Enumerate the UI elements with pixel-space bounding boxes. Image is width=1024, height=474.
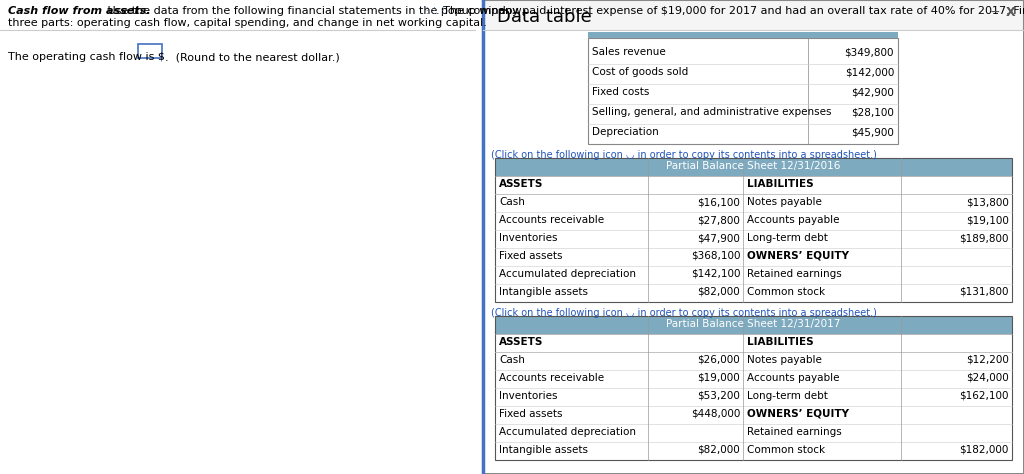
Text: Cost of goods sold: Cost of goods sold	[592, 67, 688, 77]
Text: ASSETS: ASSETS	[499, 179, 544, 189]
Text: Intangible assets: Intangible assets	[499, 445, 588, 455]
Bar	[495, 212, 1012, 230]
Text: (Click on the following icon ◡ in order to copy its contents into a spreadsheet.: (Click on the following icon ◡ in order …	[490, 308, 877, 318]
Bar	[495, 266, 1012, 284]
Text: Intangible assets: Intangible assets	[499, 287, 588, 297]
Text: Cash: Cash	[499, 197, 525, 207]
Text: −: −	[990, 6, 1000, 19]
Text: (Click on the following icon ◡ in order to copy its contents into a spreadsheet.: (Click on the following icon ◡ in order …	[490, 150, 877, 160]
Bar	[495, 158, 1012, 176]
Text: Fixed assets: Fixed assets	[499, 251, 562, 261]
Text: $368,100: $368,100	[690, 251, 740, 261]
Bar	[495, 442, 1012, 460]
Bar	[495, 334, 1012, 352]
Bar	[495, 284, 1012, 302]
Bar	[495, 316, 1012, 460]
Text: LIABILITIES: LIABILITIES	[748, 179, 814, 189]
Text: $189,800: $189,800	[959, 233, 1009, 243]
Text: Fixed costs: Fixed costs	[592, 87, 649, 97]
Text: ⋮⋮⋮: ⋮⋮⋮	[422, 6, 447, 15]
Text: $131,800: $131,800	[959, 287, 1009, 297]
Text: Accounts payable: Accounts payable	[748, 215, 840, 225]
Text: Cash: Cash	[499, 355, 525, 365]
Text: $16,100: $16,100	[697, 197, 740, 207]
Text: Accounts receivable: Accounts receivable	[499, 215, 604, 225]
Text: Long-term debt: Long-term debt	[748, 233, 828, 243]
Bar	[495, 176, 1012, 194]
Text: Long-term debt: Long-term debt	[748, 391, 828, 401]
Text: $26,000: $26,000	[697, 355, 740, 365]
Text: Depreciation: Depreciation	[592, 127, 658, 137]
Text: .  (Round to the nearest dollar.): . (Round to the nearest dollar.)	[165, 52, 340, 62]
Text: Retained earnings: Retained earnings	[748, 427, 842, 437]
Text: LIABILITIES: LIABILITIES	[748, 337, 814, 347]
Text: The operating cash flow is $: The operating cash flow is $	[8, 52, 165, 62]
Text: $162,100: $162,100	[959, 391, 1009, 401]
Text: Fixed assets: Fixed assets	[499, 409, 562, 419]
Bar	[495, 370, 1012, 388]
Text: Common stock: Common stock	[748, 445, 825, 455]
Text: $24,000: $24,000	[967, 373, 1009, 383]
Text: $448,000: $448,000	[691, 409, 740, 419]
Text: $13,800: $13,800	[966, 197, 1009, 207]
Text: $142,000: $142,000	[845, 67, 894, 77]
Text: $82,000: $82,000	[697, 287, 740, 297]
Text: $53,200: $53,200	[697, 391, 740, 401]
Text: $349,800: $349,800	[845, 47, 894, 57]
Text: $47,900: $47,900	[697, 233, 740, 243]
Text: Inventories: Inventories	[499, 233, 557, 243]
Text: $12,200: $12,200	[966, 355, 1009, 365]
Text: $182,000: $182,000	[959, 445, 1009, 455]
Text: Cash flow from assets.: Cash flow from assets.	[8, 6, 151, 16]
Bar	[588, 38, 898, 144]
Bar	[495, 424, 1012, 442]
Text: ASSETS: ASSETS	[499, 337, 544, 347]
Text: Common stock: Common stock	[748, 287, 825, 297]
Text: Use the data from the following financial statements in the popup window,: Use the data from the following financia…	[104, 6, 525, 16]
Text: Notes payable: Notes payable	[748, 355, 822, 365]
Bar	[495, 248, 1012, 266]
Bar	[495, 158, 1012, 302]
Text: Accounts payable: Accounts payable	[748, 373, 840, 383]
Bar	[495, 406, 1012, 424]
Text: X: X	[1006, 6, 1016, 19]
Text: $82,000: $82,000	[697, 445, 740, 455]
Text: Inventories: Inventories	[499, 391, 557, 401]
Bar	[495, 352, 1012, 370]
Text: Partial Balance Sheet 12/31/2016: Partial Balance Sheet 12/31/2016	[667, 161, 841, 171]
Text: $142,100: $142,100	[690, 269, 740, 279]
Text: three parts: operating cash flow, capital spending, and change in net working ca: three parts: operating cash flow, capita…	[8, 18, 486, 28]
Text: Data table: Data table	[497, 8, 592, 26]
Text: $42,900: $42,900	[851, 87, 894, 97]
Text: $27,800: $27,800	[697, 215, 740, 225]
Bar	[495, 194, 1012, 212]
Bar	[484, 30, 1023, 473]
Text: Accumulated depreciation: Accumulated depreciation	[499, 427, 636, 437]
Text: $19,000: $19,000	[697, 373, 740, 383]
Bar	[483, 0, 1024, 474]
Text: $19,100: $19,100	[966, 215, 1009, 225]
Text: Retained earnings: Retained earnings	[748, 269, 842, 279]
Bar	[588, 32, 898, 38]
Bar	[495, 230, 1012, 248]
Text: Selling, general, and administrative expenses: Selling, general, and administrative exp…	[592, 107, 831, 117]
Bar	[495, 388, 1012, 406]
Text: OWNERS’ EQUITY: OWNERS’ EQUITY	[748, 409, 849, 419]
Text: $45,900: $45,900	[851, 127, 894, 137]
Text: Accumulated depreciation: Accumulated depreciation	[499, 269, 636, 279]
Text: Notes payable: Notes payable	[748, 197, 822, 207]
Text: . The company paid interest expense of $19,000 for 2017 and had an overall tax r: . The company paid interest expense of $…	[436, 6, 1024, 16]
Bar	[138, 44, 162, 58]
Bar	[485, 2, 1024, 474]
Bar	[495, 316, 1012, 334]
Text: Sales revenue: Sales revenue	[592, 47, 666, 57]
Text: OWNERS’ EQUITY: OWNERS’ EQUITY	[748, 251, 849, 261]
Text: Partial Balance Sheet 12/31/2017: Partial Balance Sheet 12/31/2017	[667, 319, 841, 329]
Text: Accounts receivable: Accounts receivable	[499, 373, 604, 383]
Text: $28,100: $28,100	[851, 107, 894, 117]
